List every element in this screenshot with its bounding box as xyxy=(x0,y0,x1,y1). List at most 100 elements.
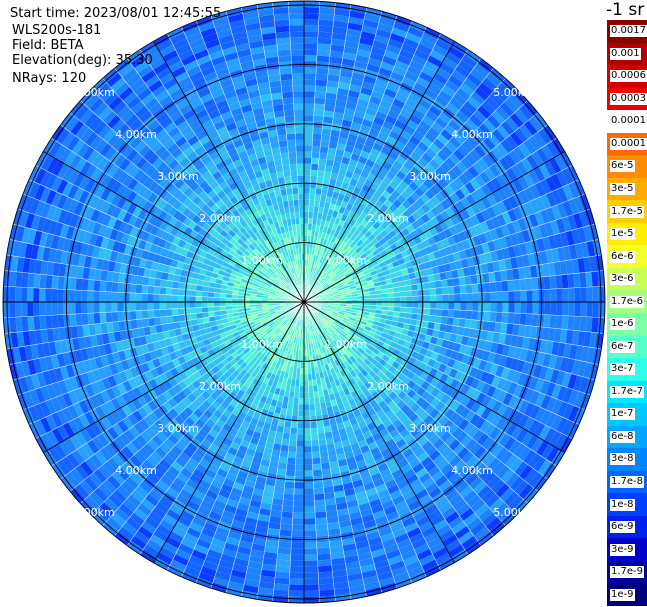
range-gate-cell xyxy=(445,102,460,115)
range-gate-cell xyxy=(412,416,424,428)
range-gate-cell xyxy=(436,67,452,80)
range-gate-cell xyxy=(320,326,326,333)
range-gate-cell xyxy=(293,500,304,507)
range-gate-cell xyxy=(351,172,361,182)
range-gate-cell xyxy=(389,428,400,439)
range-gate-cell xyxy=(567,373,578,390)
range-gate-cell xyxy=(312,469,323,477)
range-gate-cell xyxy=(332,569,348,578)
range-gate-cell xyxy=(497,390,508,404)
range-gate-cell xyxy=(483,282,491,293)
range-gate-cell xyxy=(422,254,430,263)
range-gate-cell xyxy=(540,179,552,195)
range-gate-cell xyxy=(382,302,389,307)
range-gate-cell xyxy=(313,121,323,129)
range-gate-cell xyxy=(460,395,471,407)
range-gate-cell xyxy=(357,259,365,266)
range-gate-cell xyxy=(382,161,393,171)
range-gate-cell xyxy=(304,578,319,585)
range-gate-cell xyxy=(360,320,367,326)
range-gate-cell xyxy=(332,309,339,314)
range-gate-cell xyxy=(330,264,337,271)
range-gate-cell xyxy=(355,340,363,348)
range-gate-cell xyxy=(389,104,403,115)
range-gate-cell xyxy=(462,327,471,338)
range-gate-cell xyxy=(410,402,421,413)
range-gate-cell xyxy=(394,140,406,151)
range-gate-cell xyxy=(372,432,383,442)
range-gate-cell xyxy=(364,230,373,239)
range-gate-cell xyxy=(336,87,350,96)
range-gate-cell xyxy=(399,484,413,496)
range-gate-cell xyxy=(361,332,369,339)
range-gate-cell xyxy=(382,433,393,443)
range-gate-cell xyxy=(172,281,180,289)
range-gate-cell xyxy=(476,273,484,284)
range-gate-cell xyxy=(380,374,390,383)
range-gate-cell xyxy=(304,25,319,32)
range-gate-cell xyxy=(452,317,460,327)
range-gate-cell xyxy=(363,519,377,529)
range-gate-cell xyxy=(332,26,348,35)
range-gate-cell xyxy=(323,331,329,338)
range-gate-cell xyxy=(441,238,451,249)
range-gate-cell xyxy=(547,262,556,277)
range-gate-cell xyxy=(318,577,334,585)
range-gate-cell xyxy=(345,351,353,359)
range-gate-cell xyxy=(476,199,487,212)
range-gate-cell xyxy=(415,197,426,208)
range-gate-cell xyxy=(207,302,214,308)
range-gate-cell xyxy=(454,293,461,302)
range-gate-cell xyxy=(337,239,344,247)
range-gate-cell xyxy=(481,242,491,254)
range-gate-cell xyxy=(371,237,379,246)
range-gate-cell xyxy=(469,442,482,456)
range-gate-cell xyxy=(547,327,556,342)
range-gate-cell xyxy=(350,233,358,242)
range-gate-cell xyxy=(165,287,173,296)
range-gate-cell xyxy=(320,140,330,148)
range-gate-cell xyxy=(435,552,452,565)
range-gate-cell xyxy=(322,332,327,339)
range-gate-cell xyxy=(318,438,327,446)
range-gate-cell xyxy=(313,290,319,295)
range-gate-cell xyxy=(316,262,322,270)
range-gate-cell xyxy=(364,325,372,332)
range-gate-cell xyxy=(311,330,316,337)
range-gate-cell xyxy=(477,531,494,546)
range-gate-cell xyxy=(527,253,536,267)
range-gate-cell xyxy=(304,19,319,26)
range-gate-cell xyxy=(364,272,372,279)
range-gate-cell xyxy=(379,494,393,505)
range-gate-cell xyxy=(326,190,334,198)
range-gate-cell xyxy=(387,310,394,317)
range-gate-cell xyxy=(423,364,433,375)
range-gate-cell xyxy=(364,298,371,302)
range-gate-cell xyxy=(315,67,329,75)
range-gate-cell xyxy=(370,148,381,158)
range-gate-cell xyxy=(9,271,17,287)
range-gate-cell xyxy=(551,248,560,263)
range-gate-cell xyxy=(412,483,426,495)
range-gate-cell xyxy=(417,289,425,297)
range-gate-cell xyxy=(304,229,308,236)
range-gate-cell xyxy=(154,317,162,326)
range-gate-cell xyxy=(379,166,390,176)
range-gate-cell xyxy=(492,260,501,272)
range-gate-cell xyxy=(342,282,349,287)
range-gate-cell xyxy=(486,331,495,343)
range-gate-cell xyxy=(418,302,425,309)
range-gate-cell xyxy=(319,396,326,404)
range-gate-cell xyxy=(304,235,308,242)
range-gate-cell xyxy=(422,341,430,350)
range-gate-cell xyxy=(320,293,327,297)
range-gate-cell xyxy=(325,92,337,100)
range-gate-cell xyxy=(342,543,357,552)
range-gate-cell xyxy=(312,289,318,294)
range-gate-cell xyxy=(352,409,362,418)
range-gate-cell xyxy=(481,196,492,210)
range-gate-cell xyxy=(435,39,452,52)
range-gate-cell xyxy=(327,307,334,310)
range-gate-cell xyxy=(401,199,412,210)
range-gate-cell xyxy=(345,34,361,43)
